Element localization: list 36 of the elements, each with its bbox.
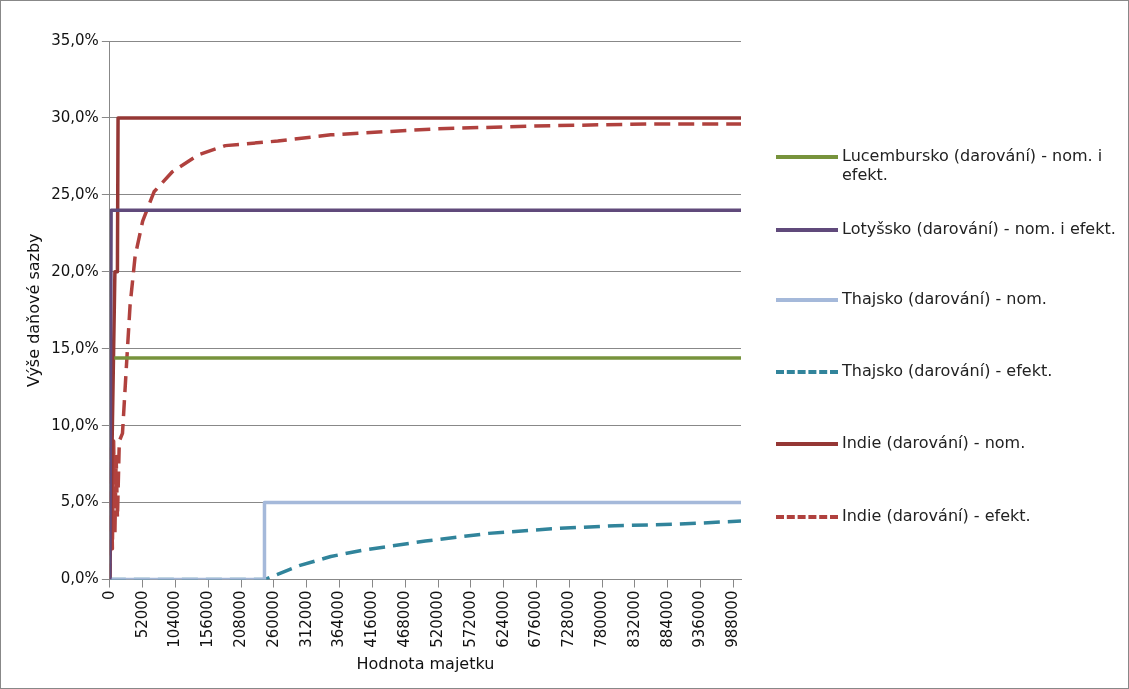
y-tick-label: 15,0% xyxy=(51,338,99,357)
legend-label: Lotyšsko (darování) - nom. i efekt. xyxy=(842,219,1116,238)
legend-label: Lucembursko (darování) - nom. i efekt. xyxy=(842,146,1104,184)
legend-label: Indie (darování) - efekt. xyxy=(842,506,1031,525)
x-tick-label: 0 xyxy=(99,590,118,601)
x-tick-label: 468000 xyxy=(395,590,414,648)
x-tick-label: 832000 xyxy=(624,590,643,648)
y-tick-label: 10,0% xyxy=(51,415,99,434)
legend-label: Indie (darování) - nom. xyxy=(842,433,1026,452)
x-tick-label: 572000 xyxy=(460,590,479,648)
y-tick-label: 0,0% xyxy=(60,569,99,588)
x-tick-label: 52000 xyxy=(132,590,151,639)
x-tick-label: 624000 xyxy=(493,590,512,648)
x-tick-label: 676000 xyxy=(526,590,545,648)
x-tick-label: 884000 xyxy=(657,590,676,648)
y-tick-label: 25,0% xyxy=(51,184,99,203)
x-tick-label: 416000 xyxy=(362,590,381,648)
x-tick-label: 208000 xyxy=(231,590,250,648)
legend-label: Thajsko (darování) - efekt. xyxy=(842,361,1053,380)
x-tick-label: 312000 xyxy=(296,590,315,648)
x-tick-label: 520000 xyxy=(427,590,446,648)
x-tick-label: 988000 xyxy=(723,590,742,648)
x-tick-label: 780000 xyxy=(592,590,611,648)
x-tick-label: 728000 xyxy=(559,590,578,648)
x-tick-label: 260000 xyxy=(263,590,282,648)
x-tick-label: 104000 xyxy=(165,590,184,648)
y-tick-label: 30,0% xyxy=(51,107,99,126)
x-axis-title: Hodnota majetku xyxy=(356,653,495,673)
y-tick-label: 20,0% xyxy=(51,261,99,280)
legend-label: Thajsko (darování) - nom. xyxy=(842,289,1047,308)
y-tick-label: 5,0% xyxy=(60,492,99,511)
x-tick-label: 936000 xyxy=(690,590,709,648)
x-tick-label: 364000 xyxy=(329,590,348,648)
x-tick-label: 156000 xyxy=(198,590,217,648)
y-axis-title: Výše daňové sazby xyxy=(23,233,43,388)
y-tick-label: 35,0% xyxy=(51,30,99,49)
